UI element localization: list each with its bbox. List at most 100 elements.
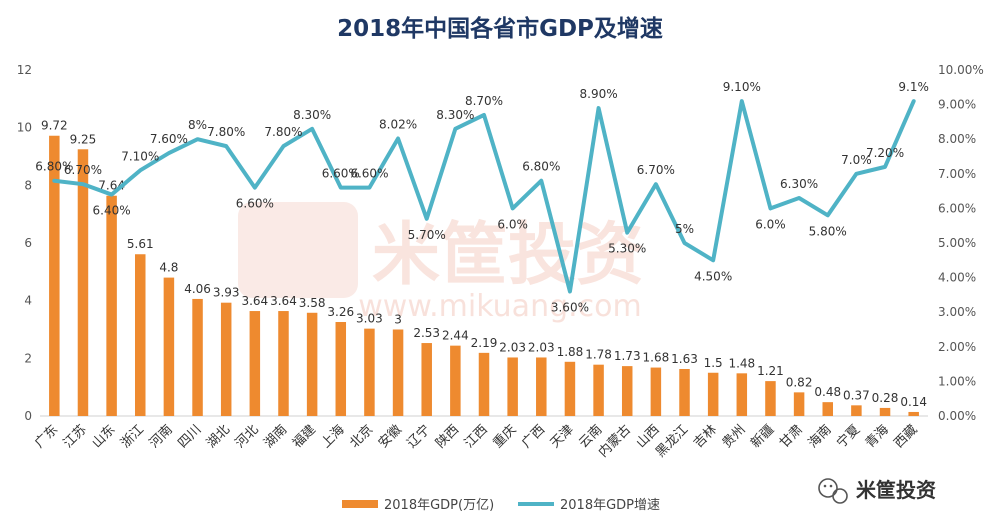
bar-value-label: 3 [394,313,402,327]
category-label: 上海 [319,422,348,451]
category-label: 青海 [863,422,892,451]
bar-labels: 9.729.257.645.614.84.06 3.933.64 3.64 3.583… [41,119,927,409]
growth-value-label: 5.80% [809,224,847,238]
growth-value-label: 7.0% [841,153,872,167]
growth-value-label: 7.60% [150,132,188,146]
y-left-tick-label: 8 [24,178,32,192]
growth-value-label: 6.60% [322,167,360,181]
bar-value-label: 9.72 [41,119,68,133]
watermark-url: www.mikuang.com [358,289,641,324]
category-label: 天津 [548,422,577,451]
category-label: 广东 [32,422,61,451]
y-left-tick-label: 4 [24,294,32,308]
bar [879,407,891,416]
growth-value-label: 7.20% [866,146,904,160]
chart-title: 2018年中国各省市GDP及增速 [337,15,663,42]
y-right-tick-label: 9.00% [938,98,976,112]
bar [106,195,117,416]
category-label: 福建 [290,422,319,451]
bar-value-label: 2.03 [528,340,555,354]
y-right-tick-label: 1.00% [938,374,976,388]
bar-value-label: 3.26 [327,305,354,319]
legend-label-gdp: 2018年GDP(万亿) [384,498,494,513]
bar [593,364,604,416]
bar-value-label: 1.68 [643,351,670,365]
bar-value-label: 1.48 [728,356,755,370]
bar-value-label: 3.58 [299,296,326,310]
category-label: 陕西 [433,422,462,451]
growth-value-label: 6.80% [35,160,73,174]
category-label: 吉林 [691,422,720,451]
bar [364,328,375,416]
bar [507,357,518,416]
growth-value-label: 7.80% [264,125,302,139]
bar [851,405,862,416]
bar [765,381,776,416]
category-label: 辽宁 [404,422,434,452]
bar [450,345,461,416]
y-right-tick-label: 10.00% [938,63,984,77]
category-label: 黑龙江 [653,422,691,460]
bar [278,311,289,416]
growth-value-label: 4.50% [694,269,732,283]
growth-value-label: 6.80% [522,160,560,174]
y-right-tick-label: 3.00% [938,305,976,319]
legend-swatch-gdp [342,500,378,508]
y-axis-left: 0 2 4 6 8 10 12 [17,63,32,423]
growth-value-label: 9.1% [898,80,929,94]
category-label: 甘肃 [777,422,806,451]
growth-value-label: 9.10% [723,80,761,94]
growth-value-label: 6.70% [637,163,675,177]
category-label: 浙江 [118,422,147,451]
growth-value-label: 8.30% [293,108,331,122]
bar [77,149,89,416]
y-right-tick-label: 8.00% [938,132,976,146]
y-left-tick-label: 2 [24,351,32,365]
y-axis-right: 0.00% 1.00% 2.00% 3.00% 4.00% 5.00% 6.00% 7.00%… [938,63,984,423]
category-label: 新疆 [748,422,778,452]
bar [621,366,633,416]
brand-name: 米筐投资 [856,478,936,502]
y-right-tick-label: 7.00% [938,167,976,181]
bar [908,411,919,416]
bar-value-label: 3.64 [270,294,297,308]
bar [822,402,833,416]
bar [679,369,690,416]
growth-value-label: 8.30% [436,108,474,122]
growth-value-label: 6.40% [93,204,131,218]
growth-value-label: 6.0% [755,217,786,231]
line-labels: 6.80%6.70%6.40%7.10%7.60%8% 7.80%6.60%7.8… [35,80,929,314]
bar-value-label: 2.03 [499,340,526,354]
bar-value-label: 4.8 [159,261,178,275]
bar [736,373,748,416]
bar-value-label: 2.44 [442,329,469,343]
growth-value-label: 8.02% [379,118,417,132]
brand: 米筐投资 [818,478,936,504]
line-series [52,99,916,294]
bar [536,357,547,416]
y-left-tick-label: 12 [17,63,32,77]
bar [192,298,203,416]
category-label: 湖南 [261,422,291,452]
category-label: 山东 [89,422,118,451]
growth-value-label: 6.0% [497,217,528,231]
category-label: 贵州 [720,422,749,451]
growth-value-label: 6.70% [64,163,102,177]
y-left-tick-label: 6 [24,236,32,250]
bar-value-label: 2.53 [413,326,440,340]
category-label: 河北 [233,422,262,451]
growth-value-label: 8.90% [580,87,618,101]
y-right-tick-label: 4.00% [938,271,976,285]
category-label: 重庆 [490,422,520,452]
growth-value-label: 6.30% [780,177,818,191]
bar [335,322,347,416]
bar-value-label: 1.5 [704,356,723,370]
category-label: 江苏 [60,422,90,452]
category-label: 宁夏 [834,422,864,452]
watermark-brand: 米筐投资 [372,216,644,295]
bar-value-label: 3.64 [241,294,268,308]
bar [707,372,719,416]
bar-value-label: 3.03 [356,312,383,326]
bar-value-label: 1.88 [557,345,584,359]
